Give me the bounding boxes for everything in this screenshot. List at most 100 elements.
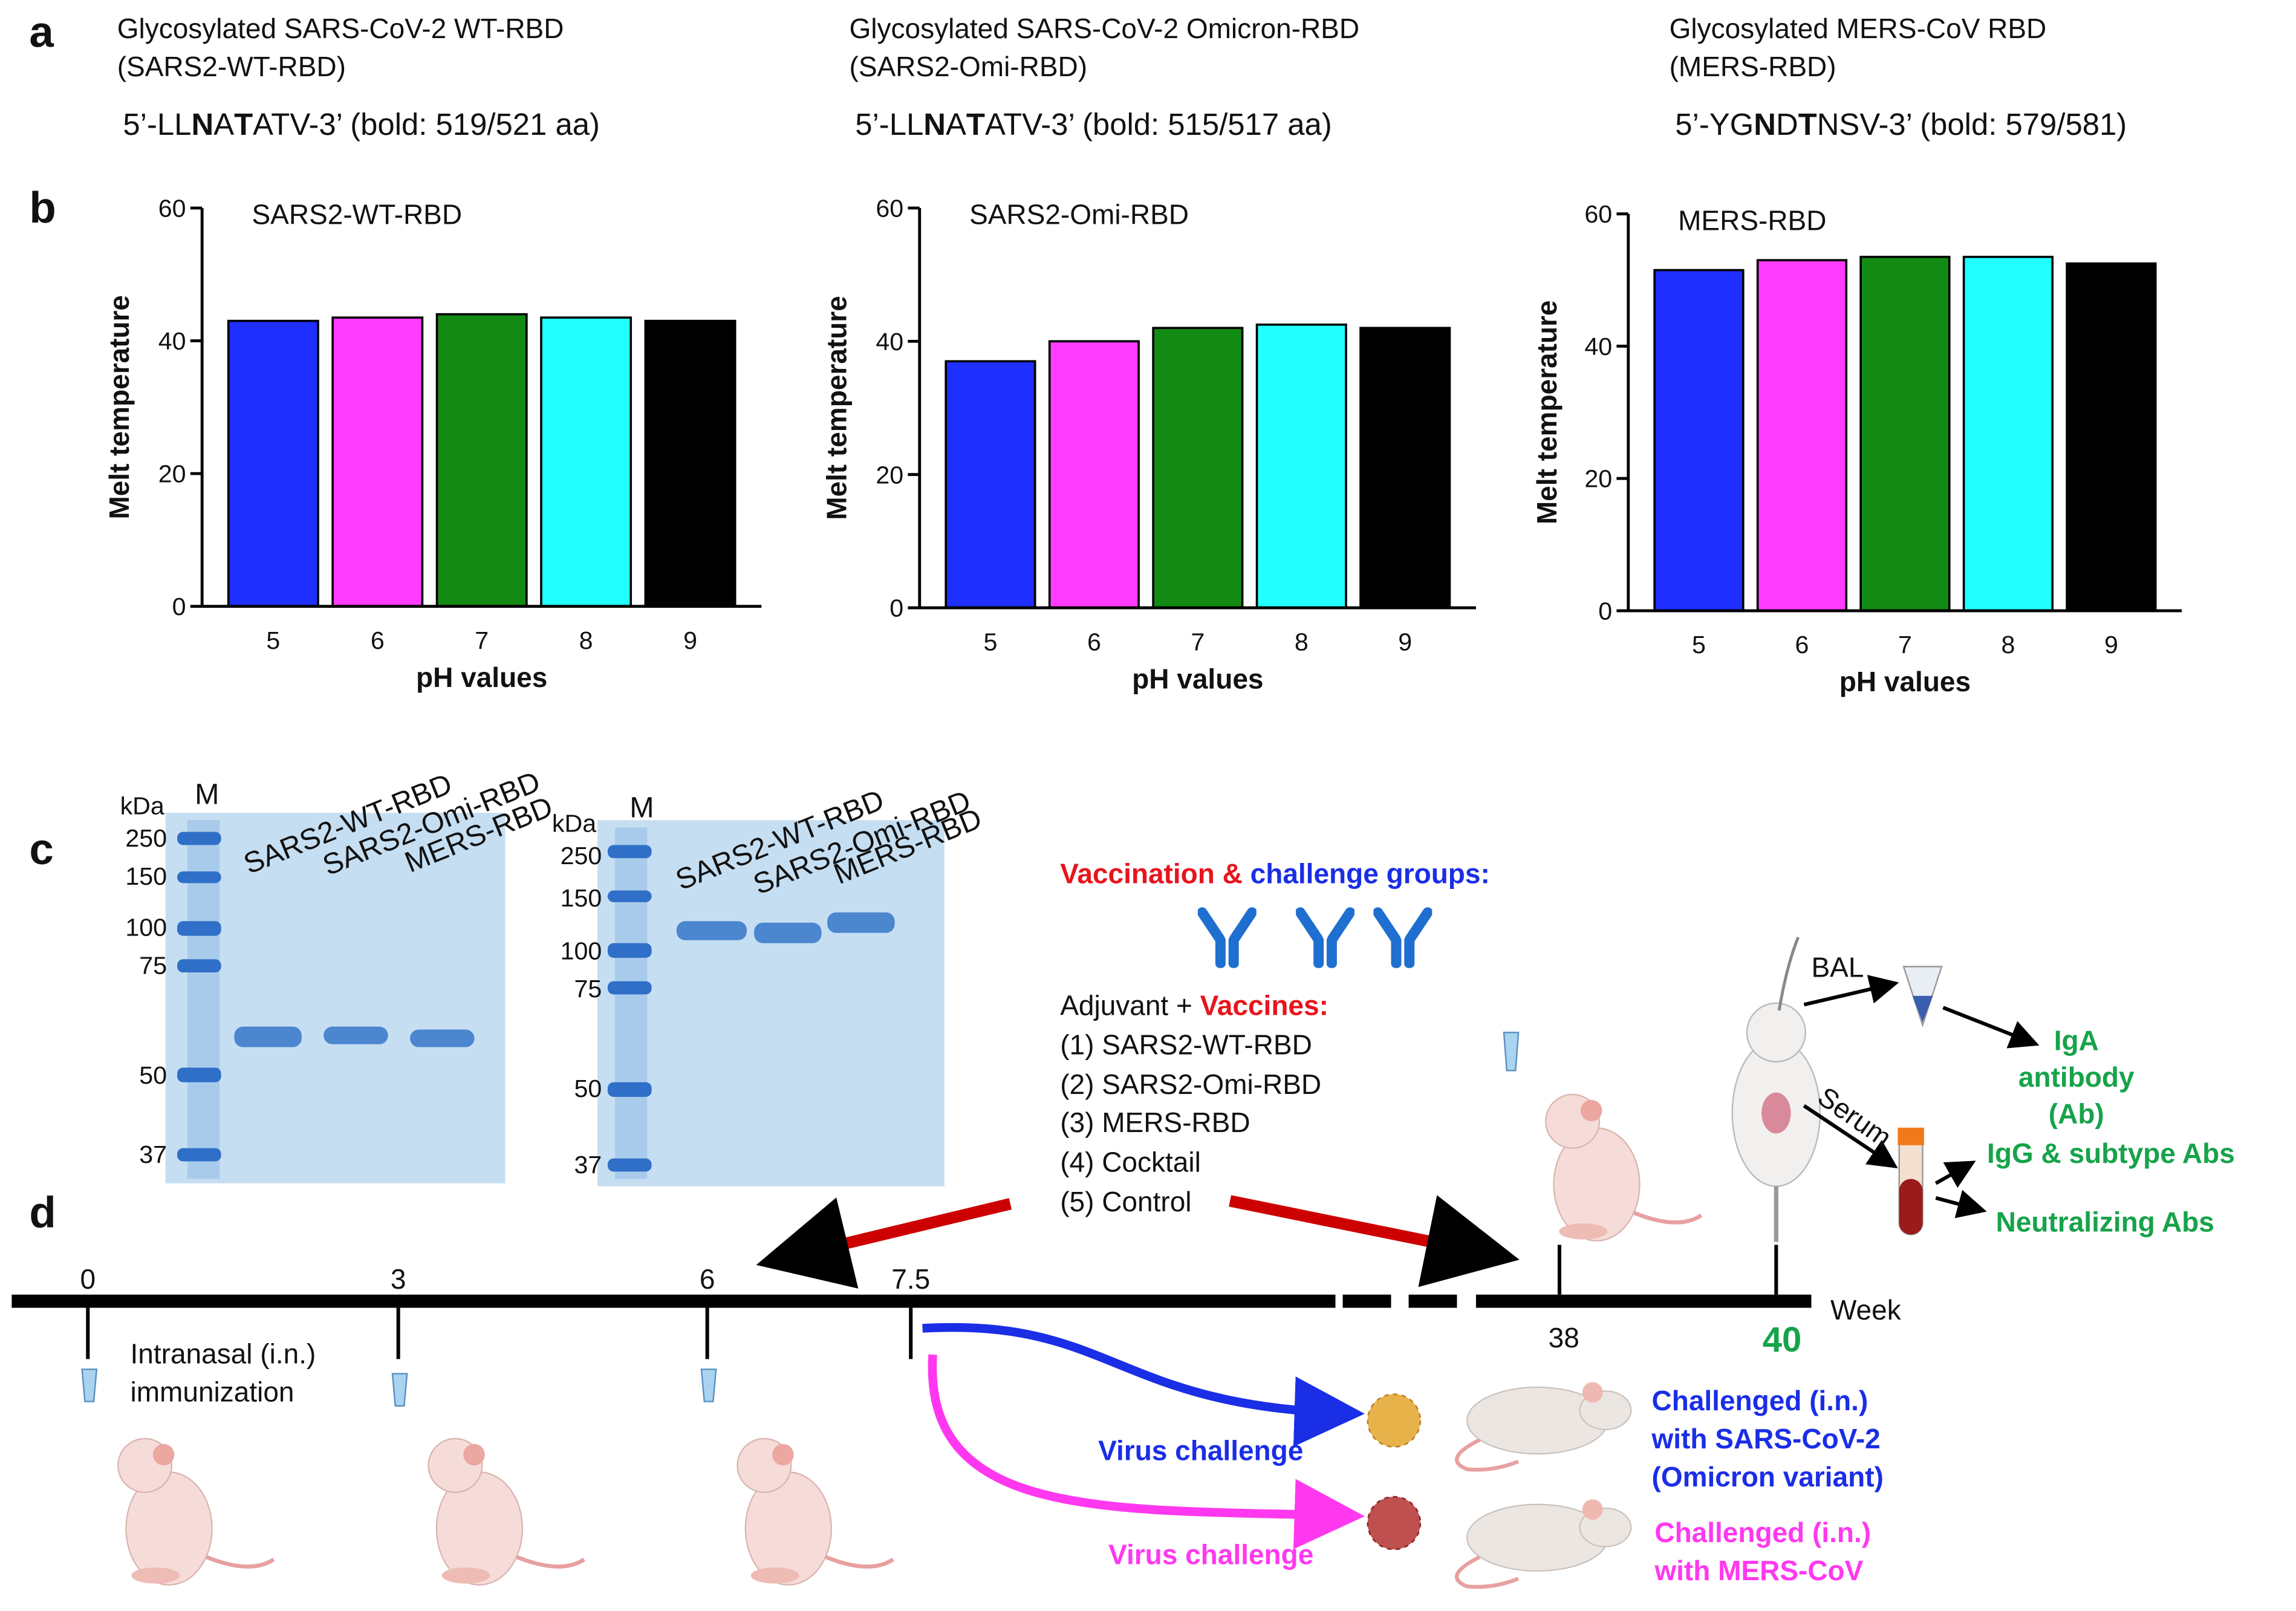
challenge-result: (Omicron variant) [1652,1461,1884,1492]
x-axis-label: pH values [1839,666,1971,697]
gel-image [165,813,945,1186]
chart: 0 20 40 60 5 6 7 8 9 MERS-RBD pH values Melt temper… [1531,200,2182,697]
marker-size: 50 [574,1075,602,1102]
bar [1653,268,1745,612]
bar [435,313,528,608]
bar [1962,255,2054,612]
challenge-result: with MERS-CoV [1654,1555,1863,1586]
panel-label: b [29,183,56,232]
x-tick-label: 6 [1087,628,1101,656]
construct-title: Glycosylated SARS-CoV-2 Omicron-RBD [850,13,1360,44]
challenge-result: Challenged (i.n.) [1652,1385,1868,1416]
chart-title: SARS2-Omi-RBD [969,199,1189,230]
bar [2066,262,2157,612]
bar [1255,324,1347,609]
x-tick-label: 8 [579,626,593,654]
vaccine-heading: Adjuvant + Vaccines: [1060,989,1328,1021]
x-tick-label: 9 [1398,628,1412,656]
sequence: 5’-LLNATATV-3’ (bold: 519/521 aa) [123,107,600,142]
gel-unit: kDa [552,810,596,838]
x-axis-label: pH values [1132,663,1263,694]
x-tick-label: 7 [1191,628,1205,656]
iga-label: antibody [2018,1061,2135,1093]
sequence-part: D [1776,107,1798,142]
construct-title: Glycosylated MERS-CoV RBD [1670,13,2047,44]
y-tick-label: 20 [158,460,186,488]
x-tick-label: 9 [683,626,697,654]
neutralizing-label: Neutralizing Abs [1996,1206,2214,1238]
marker-size: 50 [139,1061,167,1089]
y-tick-label: 20 [1584,465,1612,493]
sequence-part: 5’-LL [855,107,923,142]
sequence-part: 5’-LL [123,107,191,142]
week-label: 38 [1549,1322,1579,1353]
construct-title: (MERS-RBD) [1670,51,1836,82]
panel-label: c [29,825,53,874]
sequence-part: T [234,107,253,142]
week-label: 40 [1763,1320,1802,1359]
marker-size: 37 [574,1151,602,1179]
y-tick-label: 60 [876,195,903,223]
bar [1048,340,1140,609]
groups-title-part: challenge groups: [1250,858,1490,889]
sequence-part: NSV-3’ (bold: 579/581) [1817,107,2127,142]
iga-label: (Ab) [2049,1098,2104,1129]
challenge-label: Virus challenge [1098,1434,1303,1466]
sequence-part: T [1798,107,1817,142]
sequence: 5’-LLNATATV-3’ (bold: 515/517 aa) [855,107,1332,142]
construct-title: (SARS2-WT-RBD) [117,51,346,82]
marker-size: 75 [574,975,602,1003]
week-label: 7.5 [891,1263,930,1295]
immunization-label: Intranasal (i.n.) [131,1338,316,1370]
marker-size: 250 [561,842,602,870]
bar [644,319,737,608]
x-tick-label: 6 [1795,631,1809,659]
construct-title: Glycosylated SARS-CoV-2 WT-RBD [117,13,564,44]
x-tick-label: 7 [1898,631,1912,659]
panel-label: a [29,8,54,57]
y-tick-label: 60 [158,195,186,223]
sequence-part: N [1754,107,1776,142]
vaccine-item: (2) SARS2-Omi-RBD [1060,1069,1321,1100]
challenge-result: Challenged (i.n.) [1654,1517,1871,1548]
y-tick-label: 20 [876,461,903,489]
x-tick-label: 5 [983,628,997,656]
week-unit: Week [1830,1294,1902,1326]
x-tick-label: 9 [2104,631,2118,659]
challenge-result: with SARS-CoV-2 [1651,1423,1881,1454]
vaccine-item: (5) Control [1060,1186,1191,1217]
x-tick-label: 8 [1295,628,1309,656]
marker-size: 250 [125,824,167,852]
bar [540,316,633,608]
y-axis-label: Melt temperature [821,296,853,520]
sequence-part: A [946,107,966,142]
vaccine-heading-part: Vaccines: [1200,989,1328,1021]
bar [1359,327,1451,609]
iga-label: IgA [2054,1024,2099,1056]
bal-label: BAL [1811,951,1864,983]
sequence-part: T [966,107,985,142]
bar [1152,327,1244,609]
sequence: 5’-YGNDTNSV-3’ (bold: 579/581) [1675,107,2127,142]
y-tick-label: 0 [172,593,186,620]
sequence-part: N [923,107,946,142]
marker-size: 150 [561,884,602,912]
groups-title-part: Vaccination & [1060,858,1243,889]
construct-title: (SARS2-Omi-RBD) [850,51,1088,82]
sequence-part: 5’-YG [1675,107,1754,142]
x-axis-label: pH values [416,662,547,693]
week-label: 6 [700,1263,715,1295]
marker-size: 100 [561,937,602,965]
bar [945,360,1036,609]
vaccine-item: (3) MERS-RBD [1060,1107,1250,1138]
chart: 0 20 40 60 5 6 7 8 9 SARS2-WT-RBD pH values Melt te… [103,195,762,693]
bar [1756,259,1848,612]
sequence-part: ATV-3’ (bold: 519/521 aa) [253,107,600,142]
bar [1859,255,1951,612]
marker-size: 100 [125,914,167,942]
groups-title: Vaccination & challenge groups: [1060,858,1490,889]
marker-size: 150 [125,862,167,890]
illustrations [81,913,2040,1587]
